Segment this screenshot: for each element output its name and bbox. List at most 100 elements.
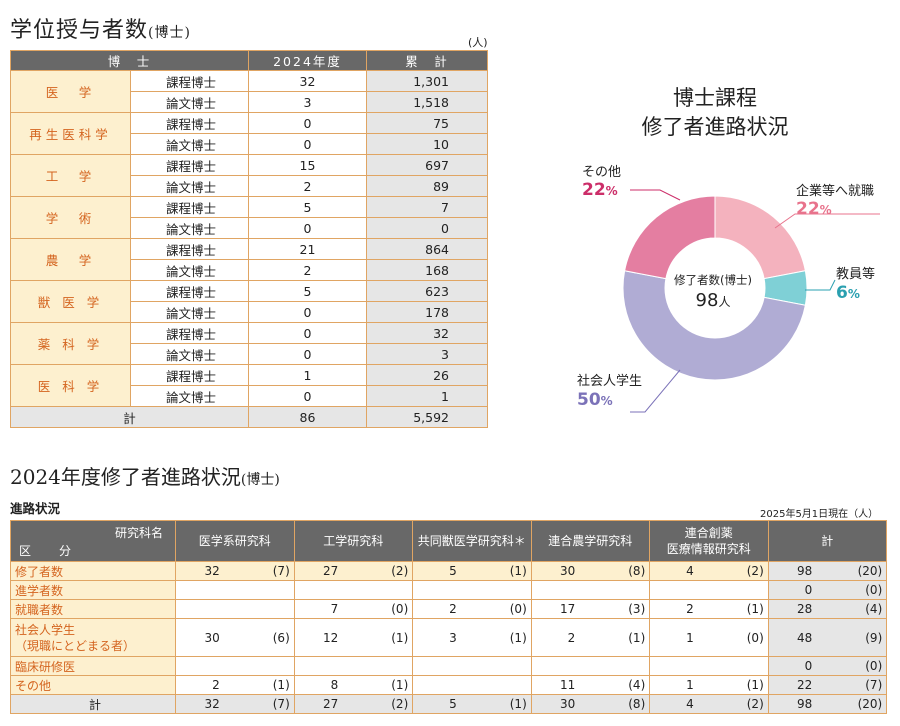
- year-cell: 0: [248, 343, 367, 365]
- leader-line: [630, 369, 681, 413]
- pie-title-line1: 博士課程: [673, 86, 757, 110]
- value-cell: 30 (8): [530, 694, 650, 714]
- value-cell: 1 (0): [649, 618, 769, 657]
- header-doctor: 博 士: [10, 50, 249, 71]
- faculty-cell: 再生医科学: [10, 112, 131, 155]
- value-cell: 17 (3): [530, 599, 650, 619]
- total-row: 計 86 5,592: [10, 406, 488, 428]
- career-subtitle: 進路状況: [10, 501, 61, 516]
- donut-slice: [714, 195, 806, 280]
- row-label: 社会人学生 （現職にとどまる者）: [10, 618, 176, 657]
- value-cell: 2 (1): [530, 618, 650, 657]
- faculty-cell: 医 科 学: [10, 364, 131, 407]
- value-cell: 4 (2): [649, 694, 769, 714]
- type-cell: 課程博士: [130, 70, 249, 92]
- row-label: 修了者数: [10, 561, 176, 581]
- year-cell: 2: [248, 175, 367, 197]
- column-header: 連合農学研究科: [530, 520, 650, 562]
- column-header: 連合創薬 医療情報研究科: [649, 520, 769, 562]
- faculty-cell: 獣 医 学: [10, 280, 131, 323]
- cum-cell: 10: [366, 133, 488, 155]
- career-title-sub: (博士): [240, 472, 280, 488]
- column-header: 医学系研究科: [175, 520, 295, 562]
- table-row: 社会人学生 （現職にとどまる者） 30 (6) 12 (1) 3 (1) 2 (1) 1 (0) 48(…: [10, 618, 887, 657]
- table-row: 再生医科学 課程博士 0 75: [10, 112, 488, 155]
- year-cell: 21: [248, 238, 367, 260]
- cum-cell: 75: [366, 112, 488, 134]
- total-label: 計: [10, 406, 249, 428]
- value-cell: 27 (2): [293, 694, 413, 714]
- value-cell: [175, 580, 295, 600]
- type-cell: 論文博士: [130, 343, 249, 365]
- cum-cell: 89: [366, 175, 488, 197]
- type-cell: 課程博士: [130, 196, 249, 218]
- cum-cell: 1,301: [366, 70, 488, 92]
- value-cell: [649, 656, 769, 676]
- type-cell: 課程博士: [130, 154, 249, 176]
- pie-label-other: その他: [582, 165, 622, 180]
- career-date: 2025年5月1日現在（人）: [760, 509, 879, 520]
- pie-title: 博士課程 修了者進路状況: [610, 84, 820, 142]
- value-cell: 98 (20): [767, 694, 887, 714]
- corner-header: 研究科名区 分: [10, 520, 176, 562]
- table-row: 農 学課程博士 21 864: [10, 238, 488, 281]
- donut-slice: [622, 270, 806, 381]
- value-cell: 5 (1): [412, 694, 532, 714]
- table-row: 論文博士 0 3: [11, 343, 488, 365]
- value-cell: 11 (4): [530, 675, 650, 695]
- donut-chart: [622, 189, 880, 413]
- unit-label: (人): [468, 36, 488, 49]
- table-row: 進学者数 0 (0): [10, 580, 887, 600]
- value-cell: [293, 656, 413, 676]
- cum-cell: 623: [366, 280, 488, 302]
- type-cell: 課程博士: [130, 112, 249, 134]
- pie-value-other: 22%: [582, 180, 618, 200]
- type-cell: 論文博士: [130, 133, 249, 155]
- pie-label-company: 企業等へ就職: [796, 184, 875, 199]
- value-cell: 98 (20): [767, 561, 887, 581]
- value-cell: 32 (7): [175, 561, 295, 581]
- value-cell: 30 (6): [175, 618, 295, 657]
- donut-slice: [624, 195, 716, 280]
- cum-cell: 0: [366, 217, 488, 239]
- table-row: 臨床研修医 0 (0): [10, 656, 887, 676]
- career-title: 2024年度修了者進路状況(博士): [10, 465, 280, 489]
- table-row: 論文博士 0 178: [11, 301, 488, 323]
- type-cell: 論文博士: [130, 217, 249, 239]
- year-cell: 0: [248, 301, 367, 323]
- value-cell: 22 (7): [767, 675, 887, 695]
- year-cell: 2: [248, 259, 367, 281]
- cum-cell: 1,518: [366, 91, 488, 113]
- year-cell: 5: [248, 280, 367, 302]
- type-cell: 課程博士: [130, 364, 249, 386]
- type-cell: 論文博士: [130, 91, 249, 113]
- faculty-cell: 工 学: [10, 154, 131, 197]
- faculty-cell: 学 術: [10, 196, 131, 239]
- year-cell: 0: [248, 385, 367, 407]
- faculty-cell: 医 学: [10, 70, 131, 113]
- table-row: 学 術課程博士 5 7: [10, 196, 488, 239]
- pie-value-teacher: 6%: [836, 283, 860, 303]
- career-table: 研究科名区 分 医学系研究科 工学研究科 共同獣医学研究科＊ 連合農学研究科 連合創薬医…: [10, 520, 887, 714]
- value-cell: [175, 656, 295, 676]
- table-row: 医 学課程博士 32 1,301: [10, 70, 488, 113]
- type-cell: 論文博士: [130, 301, 249, 323]
- value-cell: [530, 580, 650, 600]
- table-row: 医 科 学課程博士 1 26: [10, 364, 488, 407]
- column-header: 工学研究科: [293, 520, 413, 562]
- header-cumulative: 累 計: [366, 50, 488, 71]
- value-cell: 30 (8): [530, 561, 650, 581]
- year-cell: 0: [248, 322, 367, 344]
- table-row: 薬 科 学課程博士 0 32: [10, 322, 488, 365]
- table-row: 論文博士 0 10: [11, 133, 488, 155]
- total-year: 86: [248, 406, 367, 428]
- value-cell: 0 (0): [767, 580, 887, 600]
- value-cell: 48 (9): [767, 618, 887, 657]
- leader-line: [774, 213, 880, 229]
- year-cell: 1: [248, 364, 367, 386]
- year-cell: 0: [248, 133, 367, 155]
- pie-title-line2: 修了者進路状況: [641, 115, 789, 139]
- column-header: 計: [767, 520, 887, 562]
- value-cell: 28 (4): [767, 599, 887, 619]
- year-cell: 3: [248, 91, 367, 113]
